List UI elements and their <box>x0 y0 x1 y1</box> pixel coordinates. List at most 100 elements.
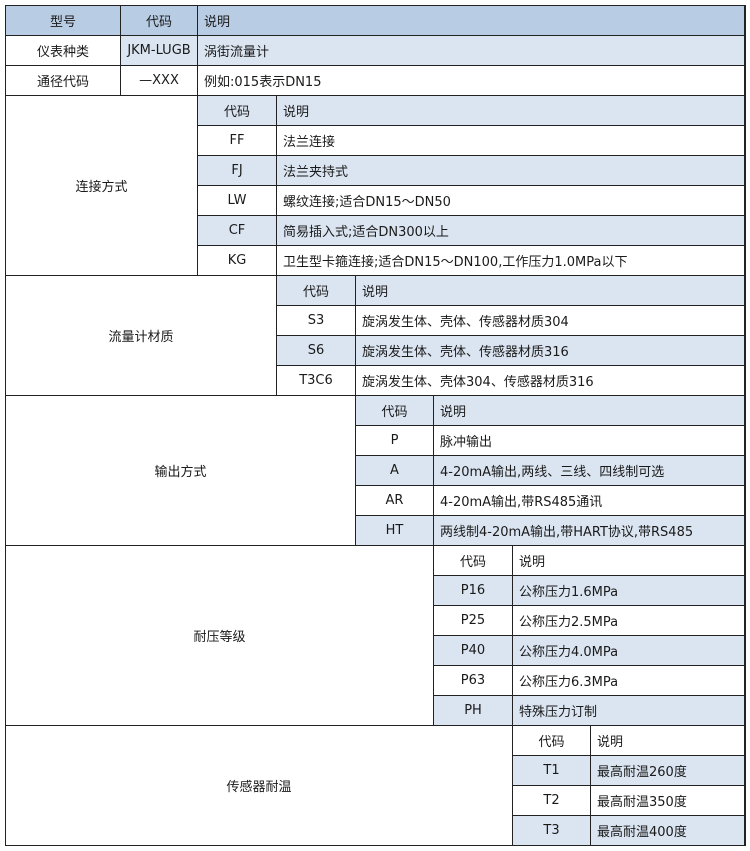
subheader-code: 代码 <box>356 396 434 426</box>
option-desc-text: 简易插入式;适合DN300以上 <box>283 225 449 240</box>
option-desc-text: 最高耐温260度 <box>597 765 687 780</box>
option-code-text: CF <box>228 223 246 238</box>
option-code: KG <box>198 246 277 276</box>
option-desc-text: 法兰夹持式 <box>283 165 349 180</box>
row-label: 仪表种类 <box>6 36 121 66</box>
option-code: S3 <box>277 306 356 336</box>
option-desc: 4-20mA输出,两线、三线、四线制可选 <box>434 456 745 486</box>
row-desc-text: 涡街流量计 <box>204 45 270 60</box>
option-code-text: LW <box>227 193 247 208</box>
option-desc: 最高耐温350度 <box>591 786 745 816</box>
option-code-text: A <box>390 463 399 478</box>
option-code-text: P25 <box>460 613 486 628</box>
subheader-code-text: 代码 <box>302 285 329 300</box>
subheader-desc-text: 说明 <box>597 735 624 750</box>
option-desc-text: 最高耐温350度 <box>597 795 687 810</box>
row-desc: 例如:015表示DN15 <box>198 66 745 96</box>
option-desc-text: 旋涡发生体、壳体、传感器材质304 <box>362 315 569 330</box>
option-desc-text: 公称压力2.5MPa <box>519 615 619 630</box>
option-desc-text: 公称压力4.0MPa <box>519 645 619 660</box>
option-code-text: AR <box>385 493 404 508</box>
header-cell-text: 型号 <box>49 15 76 30</box>
option-code: HT <box>356 516 434 546</box>
section-label-text: 耐压等级 <box>193 630 246 645</box>
row-code-text: —XXX <box>139 73 179 88</box>
option-code: P40 <box>434 636 513 666</box>
option-code-text: T1 <box>543 763 560 778</box>
option-code: P63 <box>434 666 513 696</box>
subheader-desc: 说明 <box>513 546 745 576</box>
option-desc: 4-20mA输出,带RS485通讯 <box>434 486 745 516</box>
option-desc-text: 最高耐温400度 <box>597 825 687 840</box>
subheader-code-text: 代码 <box>459 555 486 570</box>
option-desc-text: 螺纹连接;适合DN15～DN50 <box>283 195 451 210</box>
section-label: 流量计材质 <box>6 276 277 396</box>
option-code-text: S6 <box>307 343 325 358</box>
row-label-text: 仪表种类 <box>36 45 89 60</box>
option-desc-text: 公称压力6.3MPa <box>519 675 619 690</box>
option-code-text: FF <box>229 133 245 148</box>
model-selection-table: 型号 代码 说明 仪表种类 JKM-LUGB 涡街流量计 通径代码 —XXX 例如:015表示D… <box>5 5 746 846</box>
option-desc-text: 两线制4-20mA输出,带HART协议,带RS485 <box>440 525 694 540</box>
option-code: P25 <box>434 606 513 636</box>
row-desc: 涡街流量计 <box>198 36 745 66</box>
option-code: CF <box>198 216 277 246</box>
option-code-text: T2 <box>543 793 560 808</box>
option-desc: 旋涡发生体、壳体304、传感器材质316 <box>356 366 745 396</box>
subheader-desc-text: 说明 <box>440 405 467 420</box>
row-desc-text: 例如:015表示DN15 <box>204 75 322 90</box>
option-code: T2 <box>513 786 591 816</box>
section-label: 耐压等级 <box>6 546 434 726</box>
section-label-text: 输出方式 <box>154 465 207 480</box>
option-desc-text: 4-20mA输出,两线、三线、四线制可选 <box>440 465 665 480</box>
option-code: S6 <box>277 336 356 366</box>
option-code: AR <box>356 486 434 516</box>
option-desc: 法兰夹持式 <box>277 156 745 186</box>
option-desc: 旋涡发生体、壳体、传感器材质316 <box>356 336 745 366</box>
option-code-text: KG <box>227 253 247 268</box>
option-code: PH <box>434 696 513 726</box>
option-desc-text: 公称压力1.6MPa <box>519 585 619 600</box>
option-desc: 公称压力4.0MPa <box>513 636 745 666</box>
subheader-desc-text: 说明 <box>362 285 389 300</box>
subheader-desc-text: 说明 <box>519 555 546 570</box>
subheader-desc: 说明 <box>356 276 745 306</box>
subheader-code-text: 代码 <box>223 105 250 120</box>
option-code-text: S3 <box>307 313 325 328</box>
option-code: FF <box>198 126 277 156</box>
option-code-text: T3 <box>543 823 560 838</box>
option-desc-text: 卫生型卡箍连接;适合DN15～DN100,工作压力1.0MPa以下 <box>283 255 628 270</box>
option-code-text: P <box>390 433 399 448</box>
row-label: 通径代码 <box>6 66 121 96</box>
option-desc: 最高耐温260度 <box>591 756 745 786</box>
option-desc-text: 4-20mA输出,带RS485通讯 <box>440 495 603 510</box>
section-label-text: 连接方式 <box>75 180 128 195</box>
option-code: A <box>356 456 434 486</box>
option-desc-text: 旋涡发生体、壳体304、传感器材质316 <box>362 375 594 390</box>
option-code: P16 <box>434 576 513 606</box>
header-cell-text: 说明 <box>204 15 231 30</box>
option-code-text: FJ <box>231 163 243 178</box>
option-desc: 简易插入式;适合DN300以上 <box>277 216 745 246</box>
header-cell-text: 代码 <box>145 15 172 30</box>
option-desc: 旋涡发生体、壳体、传感器材质304 <box>356 306 745 336</box>
section-label-text: 传感器耐温 <box>226 780 292 795</box>
option-desc: 脉冲输出 <box>434 426 745 456</box>
option-desc-text: 脉冲输出 <box>440 435 493 450</box>
subheader-code-text: 代码 <box>381 405 408 420</box>
option-desc: 公称压力2.5MPa <box>513 606 745 636</box>
section-label-text: 流量计材质 <box>108 330 174 345</box>
subheader-code-text: 代码 <box>538 735 565 750</box>
option-code-text: PH <box>464 703 482 718</box>
header-cell: 代码 <box>121 6 198 36</box>
option-desc: 螺纹连接;适合DN15～DN50 <box>277 186 745 216</box>
option-code-text: P63 <box>460 673 486 688</box>
header-cell: 型号 <box>6 6 121 36</box>
option-code-text: P40 <box>460 643 486 658</box>
option-code-text: HT <box>385 523 404 538</box>
option-code-text: P16 <box>460 583 486 598</box>
option-desc: 法兰连接 <box>277 126 745 156</box>
option-desc: 卫生型卡箍连接;适合DN15～DN100,工作压力1.0MPa以下 <box>277 246 745 276</box>
subheader-code: 代码 <box>434 546 513 576</box>
option-code: T3 <box>513 816 591 846</box>
